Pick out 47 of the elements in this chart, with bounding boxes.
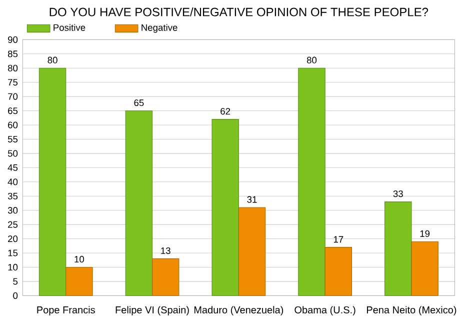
y-tick-label: 20	[8, 235, 18, 242]
bar	[125, 110, 153, 296]
x-tick-label: Pena Neito (Mexico)	[366, 306, 456, 316]
data-label: 17	[334, 236, 344, 243]
bar	[66, 266, 93, 296]
y-tick-label: 65	[8, 107, 18, 114]
y-tick-label: 60	[8, 122, 18, 128]
y-tick-label: 30	[8, 207, 18, 214]
x-tick-label: Felipe VI (Spain)	[116, 306, 189, 316]
bar	[298, 68, 326, 296]
y-tick-label: 70	[8, 93, 18, 100]
y-tick-label: 55	[8, 136, 18, 142]
bar	[238, 207, 266, 296]
data-label: 62	[220, 108, 230, 115]
y-tick-label: 85	[8, 50, 18, 58]
bar	[152, 258, 180, 296]
data-label: 33	[393, 190, 403, 198]
data-label: 31	[247, 196, 257, 203]
y-tick-label: 90	[8, 36, 18, 43]
legend-label: Positive	[54, 24, 86, 31]
y-tick-label: 0	[13, 292, 18, 299]
y-tick-label: 40	[8, 178, 18, 186]
bar	[411, 241, 438, 296]
bar	[384, 202, 412, 296]
x-tick-label: Maduro (Venezuela)	[194, 306, 284, 316]
data-label: 13	[161, 247, 170, 254]
y-tick-label: 80	[8, 64, 18, 72]
y-tick-label: 25	[8, 221, 18, 228]
data-label: 19	[420, 230, 430, 237]
data-label: 10	[74, 256, 84, 263]
x-tick-label: Pope Francis	[37, 306, 95, 316]
data-label: 65	[134, 99, 144, 106]
y-tick-label: 75	[8, 79, 18, 86]
chart-title: DO YOU HAVE POSITIVE/NEGATIVE OPINION OF THESE PEOPLE?	[50, 7, 428, 16]
y-tick-label: 45	[8, 164, 18, 171]
y-tick-label: 50	[8, 150, 18, 157]
data-label: 80	[306, 56, 317, 64]
y-tick-label: 35	[8, 192, 18, 200]
y-tick-label: 10	[8, 264, 18, 271]
bar	[212, 119, 239, 296]
legend-label: Negative	[142, 24, 178, 33]
data-label: 80	[48, 56, 58, 64]
y-tick-label: 5	[13, 278, 18, 285]
bar	[38, 68, 66, 296]
x-tick-label: Obama (U.S.)	[294, 306, 356, 316]
y-tick-label: 15	[8, 250, 18, 256]
bar	[324, 247, 352, 296]
